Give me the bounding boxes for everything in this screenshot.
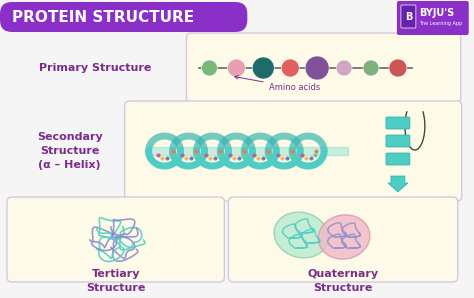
- Text: Tertiary
Structure: Tertiary Structure: [86, 269, 146, 293]
- Circle shape: [336, 60, 352, 76]
- Text: Primary Structure: Primary Structure: [38, 63, 151, 73]
- FancyBboxPatch shape: [386, 135, 410, 147]
- Text: B: B: [405, 12, 412, 21]
- Ellipse shape: [274, 212, 328, 258]
- Circle shape: [389, 59, 407, 77]
- Text: BYJU'S: BYJU'S: [419, 8, 454, 18]
- Text: Quaternary
Structure: Quaternary Structure: [308, 269, 379, 293]
- FancyBboxPatch shape: [7, 197, 224, 282]
- Text: Secondary
Structure
(α – Helix): Secondary Structure (α – Helix): [37, 132, 103, 170]
- Circle shape: [281, 59, 299, 77]
- Text: Amino acids: Amino acids: [235, 76, 320, 92]
- FancyBboxPatch shape: [125, 101, 462, 201]
- FancyBboxPatch shape: [386, 153, 410, 165]
- Ellipse shape: [318, 215, 370, 259]
- FancyBboxPatch shape: [186, 33, 461, 103]
- Text: The Learning App: The Learning App: [419, 21, 462, 27]
- FancyArrow shape: [388, 176, 408, 192]
- Circle shape: [228, 59, 246, 77]
- FancyBboxPatch shape: [386, 117, 410, 129]
- FancyBboxPatch shape: [401, 5, 416, 28]
- Circle shape: [305, 56, 329, 80]
- FancyBboxPatch shape: [0, 2, 247, 32]
- FancyBboxPatch shape: [228, 197, 458, 282]
- Text: PROTEIN STRUCTURE: PROTEIN STRUCTURE: [12, 10, 194, 24]
- Circle shape: [201, 60, 218, 76]
- Circle shape: [363, 60, 379, 76]
- FancyBboxPatch shape: [397, 1, 469, 35]
- Circle shape: [252, 57, 274, 79]
